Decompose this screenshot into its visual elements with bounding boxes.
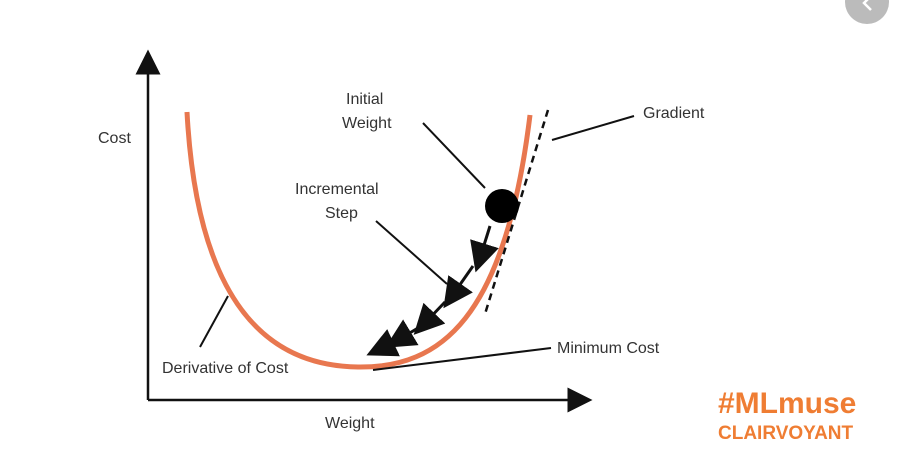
nav-button[interactable] xyxy=(845,0,889,24)
brand-company: CLAIRVOYANT xyxy=(718,423,854,444)
label: Gradient xyxy=(643,105,705,122)
label: Derivative of Cost xyxy=(162,360,289,377)
x-axis-label: Weight xyxy=(325,415,375,432)
label: Weight xyxy=(342,115,392,132)
label: Initial xyxy=(346,91,383,108)
step-arrows xyxy=(366,225,499,357)
initial-weight-ball xyxy=(485,189,519,223)
y-axis-label: Cost xyxy=(98,130,131,147)
label: Step xyxy=(325,205,358,222)
label: Minimum Cost xyxy=(557,340,660,357)
leader-lines xyxy=(199,115,635,371)
nav-icon xyxy=(862,0,872,11)
label: Incremental xyxy=(295,181,379,198)
brand-hashtag: #MLmuse xyxy=(718,387,856,420)
